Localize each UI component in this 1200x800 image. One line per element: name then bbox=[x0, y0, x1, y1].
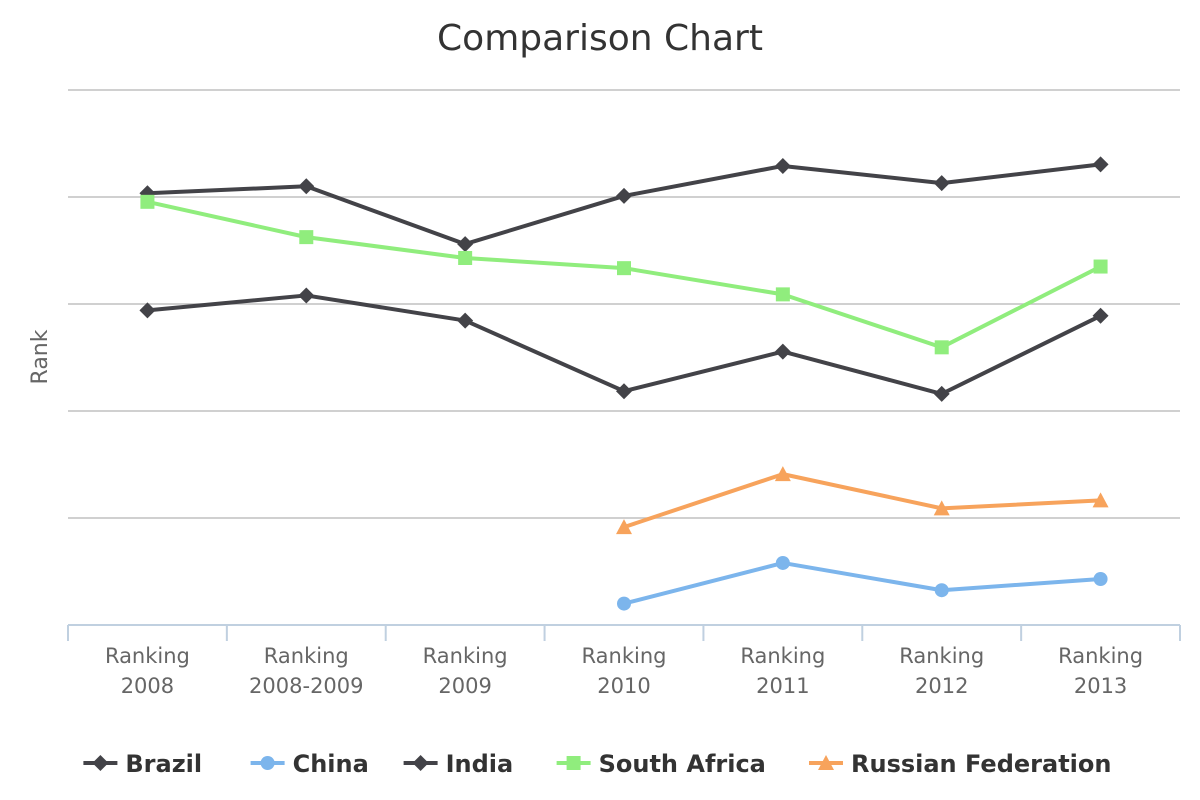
x-tick-label-line: 2008 bbox=[121, 674, 174, 698]
data-point-south-africa bbox=[1093, 259, 1108, 274]
data-point-brazil bbox=[139, 302, 156, 319]
data-point-south-africa bbox=[458, 250, 473, 265]
legend-label-india: India bbox=[446, 750, 514, 778]
x-tick-label-line: Ranking bbox=[899, 644, 984, 668]
data-point-china bbox=[617, 596, 631, 611]
legend-item-india[interactable]: India bbox=[403, 750, 514, 778]
series-line-china bbox=[622, 560, 1103, 606]
x-tick-label-line: 2010 bbox=[597, 674, 650, 698]
x-tick-label-line: Ranking bbox=[264, 644, 349, 668]
legend-marker-brazil bbox=[92, 755, 109, 771]
x-tick-label-line: Ranking bbox=[1058, 644, 1143, 668]
legend-label-china: China bbox=[293, 750, 369, 778]
x-tick-label: Ranking 2013 bbox=[1058, 644, 1143, 698]
data-point-brazil bbox=[774, 343, 791, 360]
data-point-brazil bbox=[933, 385, 950, 402]
x-tick-label-line: 2013 bbox=[1074, 674, 1127, 698]
data-point-india bbox=[616, 187, 632, 204]
chart-title: Comparison Chart bbox=[437, 18, 763, 59]
data-point-china bbox=[934, 583, 949, 598]
data-point-india bbox=[1092, 156, 1109, 173]
data-point-south-africa bbox=[299, 230, 314, 245]
data-point-russian-federation bbox=[1092, 492, 1109, 508]
x-tick-label-line: Ranking bbox=[105, 644, 190, 668]
data-point-russian-federation bbox=[774, 466, 791, 482]
grid-lines bbox=[68, 89, 1180, 519]
data-point-south-africa bbox=[934, 340, 949, 355]
legend-item-china[interactable]: China bbox=[250, 750, 369, 778]
data-point-china bbox=[775, 555, 790, 570]
x-tick-label-line: Ranking bbox=[582, 644, 667, 668]
data-point-india bbox=[774, 157, 791, 174]
x-tick-label: Ranking 2009 bbox=[423, 644, 508, 698]
series-brazil bbox=[139, 287, 1109, 402]
data-point-india bbox=[933, 175, 950, 192]
series-russian-federation bbox=[616, 466, 1109, 535]
data-point-south-africa bbox=[775, 287, 790, 302]
data-point-russian-federation bbox=[933, 500, 950, 516]
data-point-india bbox=[457, 236, 474, 253]
data-point-russian-federation bbox=[616, 519, 632, 535]
x-tick-label-line: 2012 bbox=[915, 674, 968, 698]
legend-item-russian-federation[interactable]: Russian Federation bbox=[809, 750, 1111, 778]
series-line-brazil bbox=[145, 293, 1103, 396]
x-tick-label-line: 2009 bbox=[438, 674, 491, 698]
legend-marker-china bbox=[260, 756, 275, 770]
x-tick-label-line: 2008-2009 bbox=[249, 674, 363, 698]
data-point-south-africa bbox=[617, 261, 631, 276]
x-tick-label-line: Ranking bbox=[423, 644, 508, 668]
x-tick-label: Ranking 2011 bbox=[740, 644, 825, 698]
x-tick-label: Ranking 2008-2009 bbox=[249, 644, 363, 698]
data-point-brazil bbox=[616, 383, 632, 400]
y-axis-label: Rank bbox=[28, 329, 53, 384]
series-india bbox=[139, 156, 1109, 253]
legend-item-brazil[interactable]: Brazil bbox=[83, 750, 202, 778]
legend-label-south-africa: South Africa bbox=[599, 750, 766, 778]
data-point-brazil bbox=[298, 287, 315, 304]
legend-label-brazil: Brazil bbox=[125, 750, 202, 778]
x-tick-label-line: 2011 bbox=[756, 674, 809, 698]
series-china bbox=[617, 555, 1108, 611]
legend[interactable]: Brazil China India South Africa Russian Fede… bbox=[83, 750, 1111, 778]
data-point-china bbox=[1093, 571, 1108, 586]
legend-marker-south-africa bbox=[566, 756, 581, 770]
data-point-india bbox=[298, 178, 315, 195]
series-line-russian-federation bbox=[622, 472, 1103, 530]
legend-label-russian-federation: Russian Federation bbox=[851, 750, 1111, 778]
x-tick-label-line: Ranking bbox=[740, 644, 825, 668]
series-group bbox=[139, 156, 1109, 611]
x-tick-label: Ranking 2012 bbox=[899, 644, 984, 698]
legend-marker-india bbox=[412, 755, 429, 771]
data-point-brazil bbox=[1092, 307, 1109, 324]
x-tick-label: Ranking 2010 bbox=[582, 644, 667, 698]
data-point-south-africa bbox=[140, 194, 155, 209]
series-south-africa bbox=[140, 194, 1108, 355]
x-tick-label: Ranking 2008 bbox=[105, 644, 190, 698]
legend-item-south-africa[interactable]: South Africa bbox=[556, 750, 766, 778]
data-point-brazil bbox=[457, 312, 474, 329]
legend-marker-russian-federation bbox=[818, 755, 834, 770]
